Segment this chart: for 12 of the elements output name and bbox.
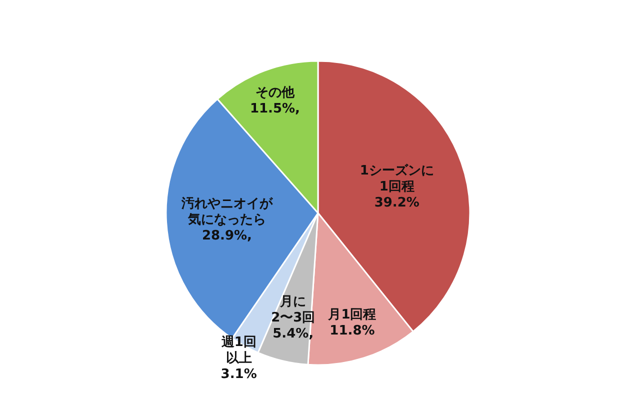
slice-label: その他 [255, 85, 296, 100]
data-label: 3.1% [220, 366, 257, 382]
data-label: 11.8% [330, 324, 375, 339]
slice-label: 1シーズンに1回程 [360, 163, 434, 194]
slice-label: 月1回程 [327, 308, 376, 323]
slice-label: 月に2〜3回 [271, 294, 316, 326]
data-label: 11.5%, [250, 101, 300, 116]
data-label: 28.9%, [202, 228, 252, 244]
data-label: 5.4%, [272, 326, 314, 342]
slice-label: 週1回以上 [220, 334, 256, 366]
slice-label: 汚れやニオイが気になったら [180, 196, 274, 228]
data-label: 39.2% [374, 195, 420, 210]
